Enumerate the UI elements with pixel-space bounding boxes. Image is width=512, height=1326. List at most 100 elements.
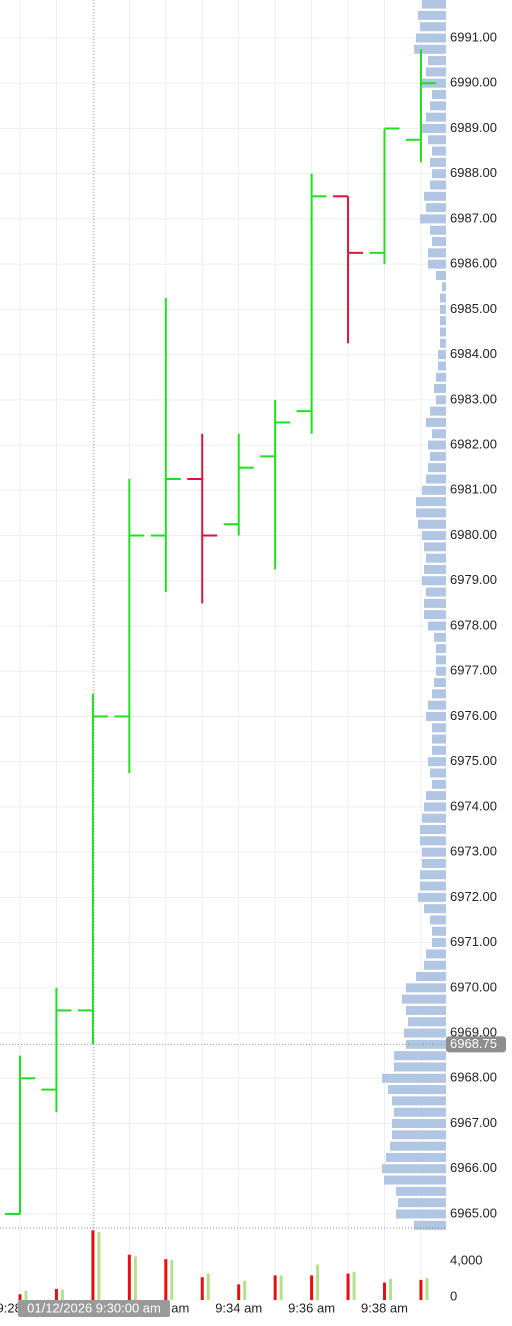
- profile-bar: [424, 960, 446, 970]
- profile-bar: [424, 542, 446, 552]
- profile-bar: [394, 1051, 446, 1061]
- volume-bar: [24, 1290, 28, 1300]
- profile-bar: [430, 180, 446, 190]
- profile-bar: [430, 768, 446, 778]
- crosshair-label: 01/12/2026 9:30:00 am: [18, 1300, 170, 1317]
- profile-bar: [422, 531, 446, 541]
- profile-bar: [416, 972, 446, 982]
- volume-bar: [273, 1275, 277, 1300]
- volume-bar: [425, 1278, 429, 1300]
- volume-bar: [170, 1260, 174, 1300]
- volume-bar: [133, 1256, 137, 1300]
- volume-bar: [164, 1259, 168, 1300]
- profile-bar: [392, 1130, 446, 1140]
- volume-bar: [206, 1273, 210, 1300]
- profile-bar: [406, 983, 446, 993]
- volume-profile: [382, 0, 446, 1230]
- profile-bar: [424, 904, 446, 914]
- profile-bar: [432, 429, 446, 439]
- x-tick-label: 9:36 am: [288, 1300, 335, 1315]
- profile-bar: [420, 825, 446, 835]
- profile-bar: [428, 463, 446, 473]
- profile-bar: [424, 610, 446, 620]
- y-tick-label: 6979.00: [450, 572, 497, 587]
- y-tick-label: 6972.00: [450, 889, 497, 904]
- profile-bar: [392, 1096, 446, 1106]
- profile-bar: [414, 1220, 446, 1230]
- profile-bar: [436, 270, 446, 280]
- profile-bar: [426, 417, 446, 427]
- volume-bar: [60, 1289, 64, 1300]
- profile-bar: [394, 1062, 446, 1072]
- profile-bar: [390, 1141, 446, 1151]
- profile-bar: [396, 1186, 446, 1196]
- y-tick-label: 6978.00: [450, 617, 497, 632]
- profile-bar: [426, 711, 446, 721]
- profile-bar: [416, 508, 446, 518]
- profile-bar: [422, 0, 446, 9]
- y-tick-label: 6971.00: [450, 934, 497, 949]
- profile-bar: [438, 350, 446, 360]
- profile-bar: [392, 1119, 446, 1129]
- profile-bar: [408, 1017, 446, 1027]
- x-tick-label: 9:34 am: [215, 1300, 262, 1315]
- profile-bar: [424, 598, 446, 608]
- profile-bar: [430, 101, 446, 111]
- profile-bar: [440, 316, 446, 326]
- profile-bar: [420, 214, 446, 224]
- profile-bar: [426, 949, 446, 959]
- profile-bar: [432, 734, 446, 744]
- volume-bar: [352, 1271, 356, 1300]
- profile-bar: [406, 1005, 446, 1015]
- profile-bar: [426, 791, 446, 801]
- last-price-label: 6968.75: [450, 1036, 497, 1051]
- profile-bar: [428, 621, 446, 631]
- y-tick-label: 6975.00: [450, 753, 497, 768]
- last-price-bg: [446, 1036, 506, 1053]
- profile-bar: [440, 293, 446, 303]
- profile-bar: [422, 576, 446, 586]
- profile-bar: [426, 553, 446, 563]
- volume-bar: [419, 1279, 423, 1300]
- profile-bar: [436, 666, 446, 676]
- profile-bar: [436, 655, 446, 665]
- volume-bar: [389, 1278, 392, 1300]
- profile-bar: [432, 237, 446, 247]
- profile-bar: [440, 304, 446, 314]
- profile-bar: [430, 225, 446, 235]
- y-tick-label: 6987.00: [450, 210, 497, 225]
- profile-bar: [384, 1175, 446, 1185]
- y-tick-label: 6984.00: [450, 346, 497, 361]
- profile-bar: [430, 915, 446, 925]
- profile-bar: [418, 892, 446, 902]
- profile-bar: [434, 384, 446, 394]
- profile-bar: [426, 203, 446, 213]
- profile-bar: [432, 779, 446, 789]
- y-tick-label: 6968.00: [450, 1070, 497, 1085]
- profile-bar: [428, 56, 446, 66]
- profile-bar: [422, 847, 446, 857]
- volume-bar: [237, 1284, 241, 1300]
- volume-bar: [243, 1280, 247, 1300]
- profile-bar: [430, 157, 446, 167]
- y-tick-label: 6980.00: [450, 527, 497, 542]
- profile-bar: [432, 938, 446, 948]
- profile-bar: [418, 10, 446, 20]
- x-tick-label: 9:38 am: [361, 1300, 408, 1315]
- y-tick-label: 6976.00: [450, 708, 497, 723]
- profile-bar: [440, 338, 446, 348]
- profile-bar: [416, 33, 446, 43]
- profile-bar: [386, 1152, 446, 1162]
- y-tick-label: 6983.00: [450, 391, 497, 406]
- volume-bar: [200, 1277, 204, 1300]
- y-tick-label: 6974.00: [450, 798, 497, 813]
- profile-bar: [436, 644, 446, 654]
- profile-bar: [434, 632, 446, 642]
- y-tick-label: 6973.00: [450, 844, 497, 859]
- profile-bar: [420, 836, 446, 846]
- profile-bar: [432, 90, 446, 100]
- profile-bar: [438, 361, 446, 371]
- volume-bar: [346, 1273, 350, 1300]
- profile-bar: [432, 745, 446, 755]
